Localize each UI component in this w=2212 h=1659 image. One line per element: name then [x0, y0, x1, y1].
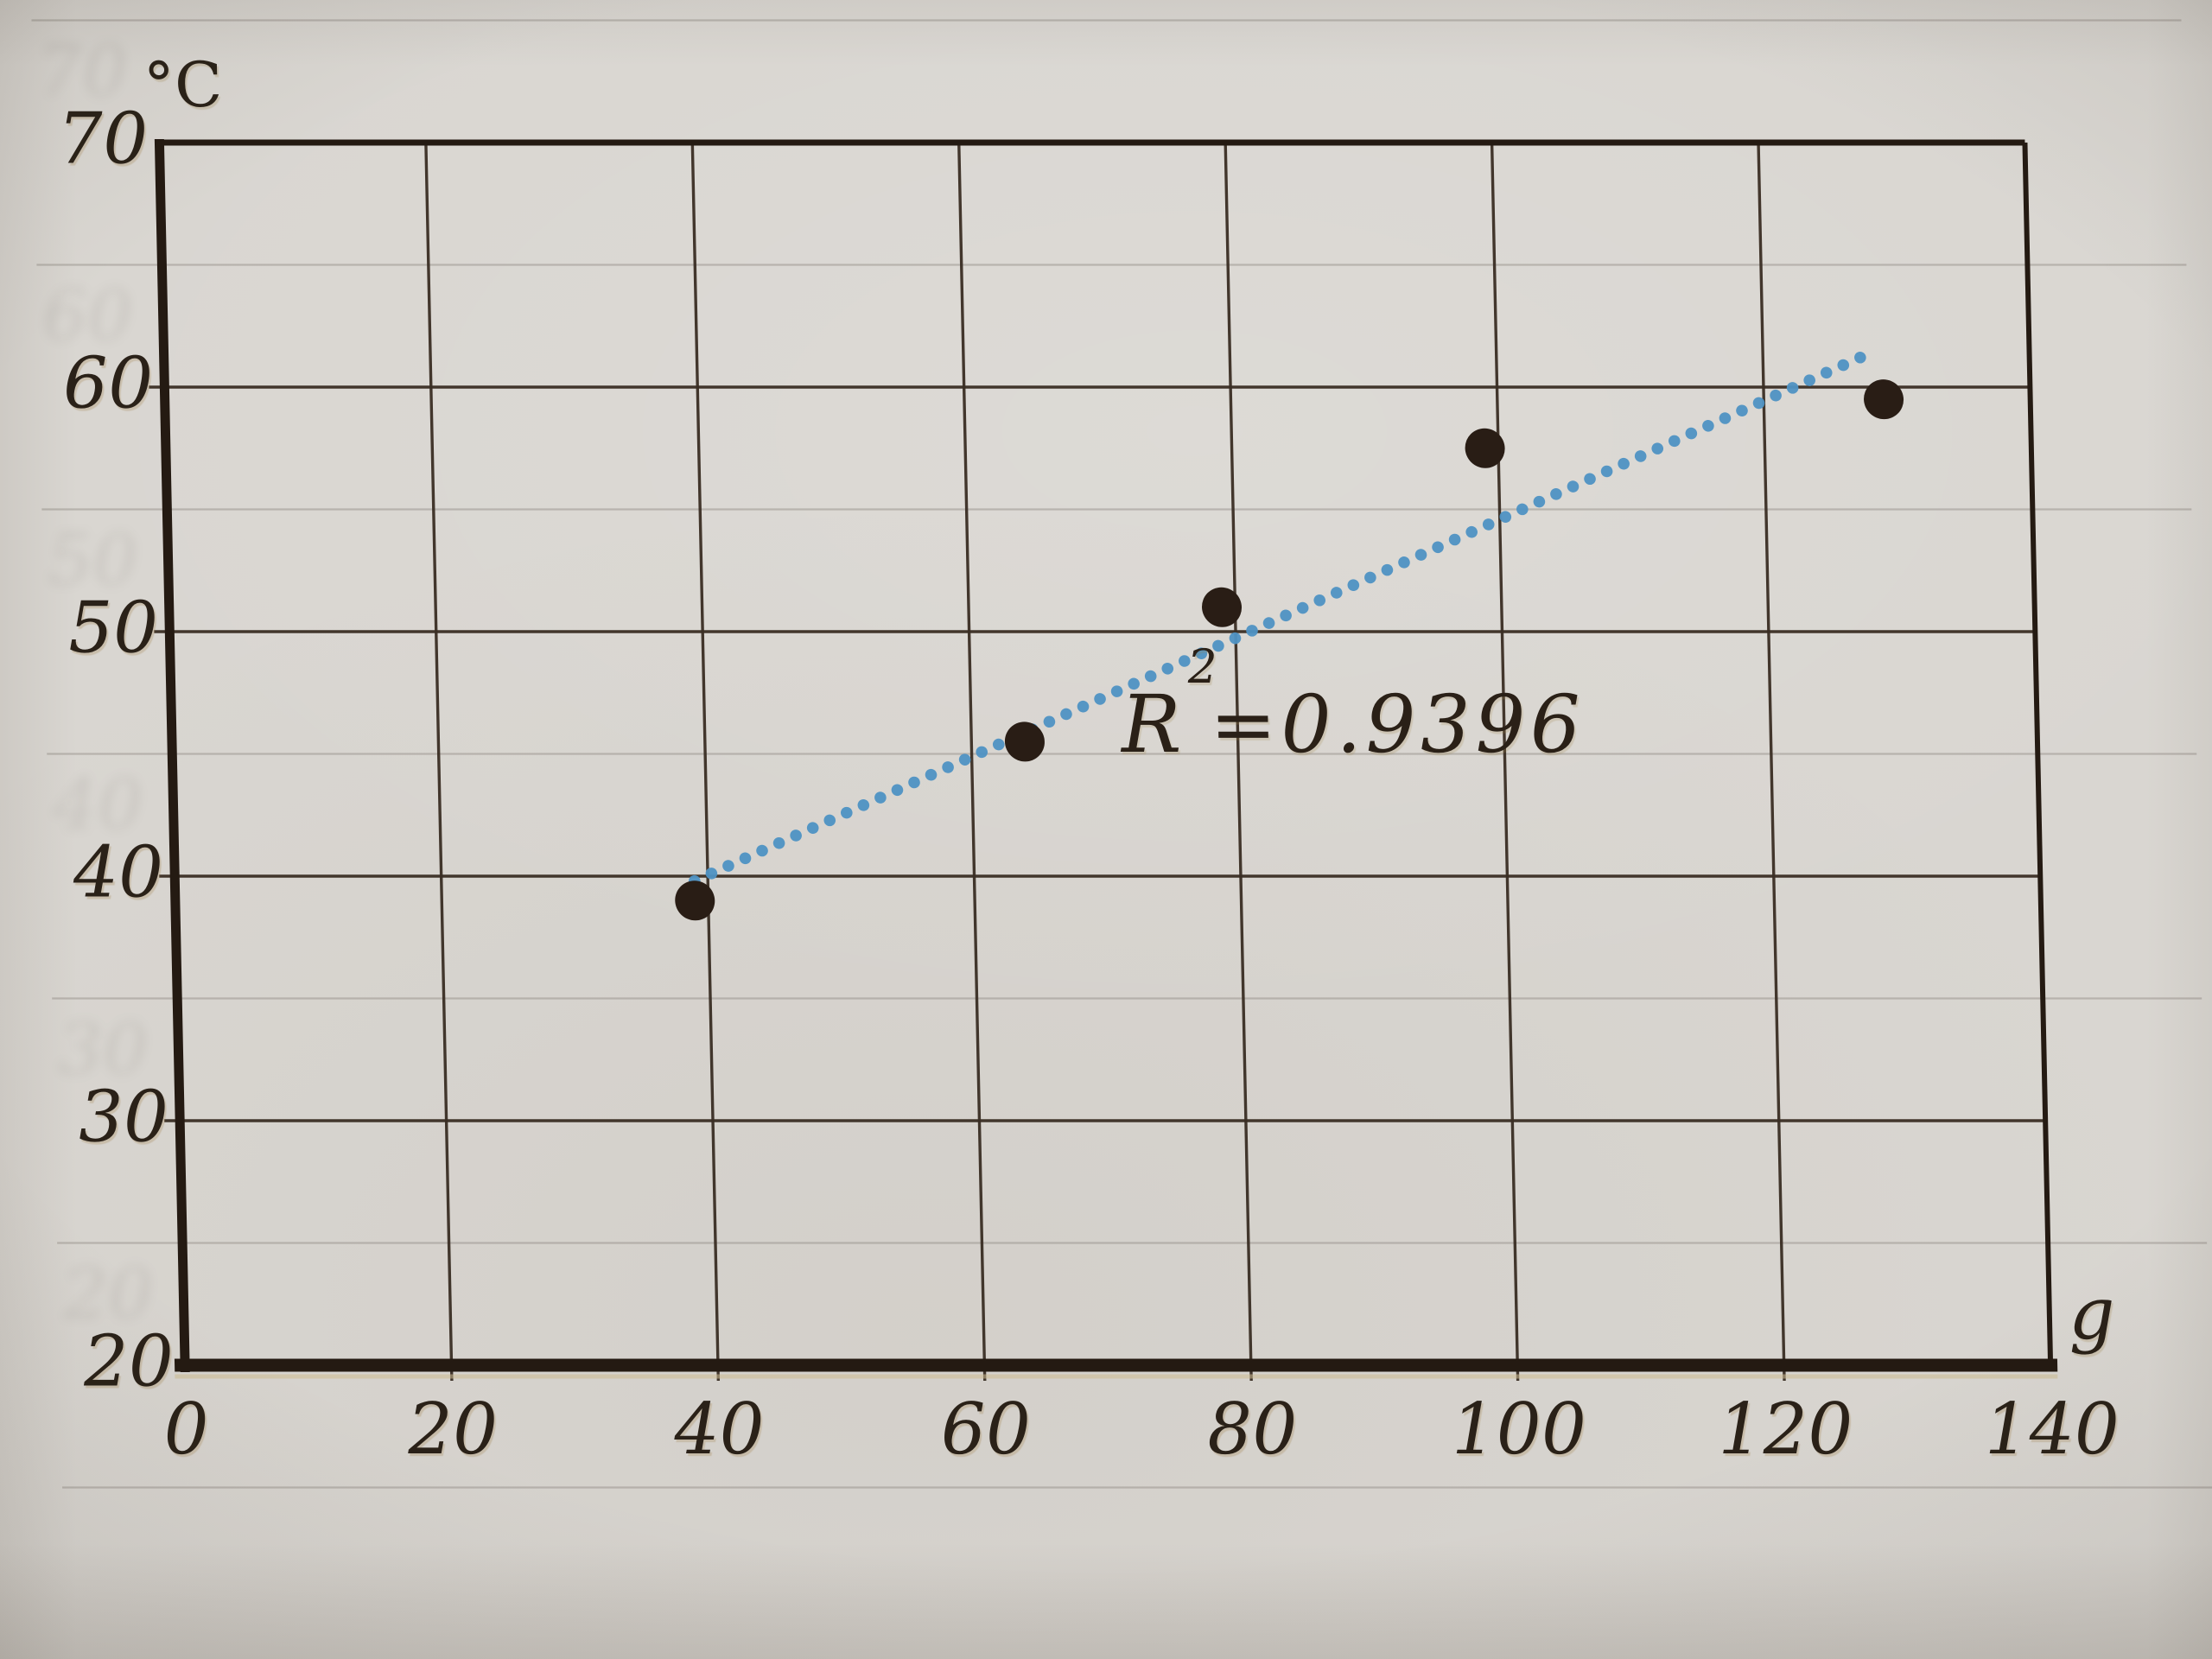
r-squared-exponent: 2 [1186, 639, 1218, 695]
x-tick-label: 0 [162, 1389, 210, 1471]
r-squared-annotation: R2=0.9396 [1120, 639, 1586, 771]
data-point [1465, 428, 1505, 468]
r-squared-value: =0.9396 [1209, 678, 1586, 771]
y-tick-ghost-bleed: 20 [62, 1253, 155, 1336]
v-gridline [1757, 143, 1786, 1381]
y-tick-ghost-bleed: 30 [57, 1008, 149, 1091]
data-point [1004, 721, 1045, 762]
v-gridline [957, 143, 987, 1381]
y-tick-ghost-bleed: 50 [47, 519, 139, 602]
x-tick-label: 80 [1206, 1389, 1299, 1471]
r-squared-base: R [1120, 678, 1186, 771]
x-tick-label: 60 [939, 1389, 1033, 1471]
v-gridline [1490, 143, 1520, 1381]
x-axis-unit-label: g [2067, 1271, 2116, 1356]
x-tick-label: 140 [1983, 1389, 2120, 1471]
x-tick-label: 120 [1716, 1389, 1854, 1471]
y-tick-label: 50 [67, 587, 160, 670]
y-tick-ghost-bleed: 70 [36, 30, 129, 113]
y-tick-ghost-bleed: 60 [41, 275, 134, 358]
y-tick-label: 40 [72, 831, 165, 914]
x-tick-label: 20 [406, 1389, 499, 1471]
data-point [1202, 587, 1243, 627]
y-axis-line [154, 139, 190, 1372]
data-point [675, 880, 715, 921]
plot-border-right [2022, 143, 2054, 1365]
y-tick-label: 70 [57, 98, 149, 181]
x-tick-label: 100 [1450, 1389, 1588, 1471]
v-gridline [690, 143, 721, 1381]
y-axis-unit-label: °C [143, 48, 224, 121]
x-tick-label: 40 [673, 1389, 766, 1471]
trendline-dotted [689, 344, 1882, 887]
y-tick-label: 30 [77, 1076, 170, 1159]
y-tick-label: 20 [82, 1320, 175, 1403]
y-tick-label: 60 [61, 342, 155, 425]
v-gridline [1224, 143, 1253, 1381]
data-point [1864, 379, 1904, 420]
v-gridline [424, 143, 454, 1381]
y-tick-ghost-bleed: 40 [52, 764, 144, 847]
